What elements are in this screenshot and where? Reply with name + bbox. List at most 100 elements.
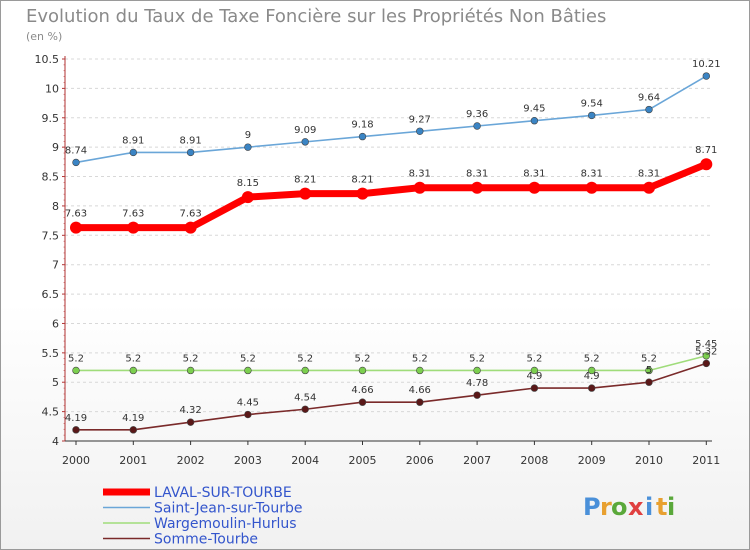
data-point bbox=[72, 366, 80, 375]
data-label: 8.31 bbox=[638, 169, 660, 180]
data-point bbox=[416, 398, 424, 406]
chart-title: Evolution du Taux de Taxe Foncière sur l… bbox=[26, 6, 606, 27]
data-point bbox=[241, 191, 254, 204]
data-point bbox=[587, 384, 596, 392]
data-label: 4.9 bbox=[584, 371, 600, 382]
data-label: 5.2 bbox=[183, 353, 199, 364]
data-label: 4.45 bbox=[237, 398, 259, 409]
data-point bbox=[413, 181, 426, 194]
data-label: 5.45 bbox=[695, 339, 717, 350]
data-label: 8.21 bbox=[351, 175, 373, 186]
data-point bbox=[700, 158, 713, 171]
data-label: 8.74 bbox=[65, 145, 87, 156]
data-point bbox=[585, 181, 598, 194]
data-point bbox=[358, 398, 367, 406]
data-point bbox=[587, 366, 596, 375]
data-point bbox=[530, 384, 539, 392]
data-point bbox=[184, 221, 197, 234]
x-tick-label: 2000 bbox=[62, 454, 90, 467]
logo-letter: i bbox=[645, 493, 653, 521]
y-tick-label: 4.5 bbox=[42, 406, 60, 419]
data-point bbox=[127, 221, 140, 234]
data-label: 9.36 bbox=[466, 109, 488, 120]
data-label: 5.2 bbox=[68, 353, 84, 364]
data-point bbox=[129, 148, 138, 157]
legend-label: Saint-Jean-sur-Tourbe bbox=[154, 501, 302, 517]
y-tick-label: 9 bbox=[52, 141, 59, 154]
data-point bbox=[702, 359, 710, 368]
data-point bbox=[301, 138, 309, 146]
x-tick-label: 2006 bbox=[406, 454, 434, 467]
y-tick-label: 4 bbox=[52, 435, 59, 448]
data-point bbox=[473, 366, 481, 375]
legend-label: Wargemoulin-Hurlus bbox=[154, 516, 297, 532]
data-label: 5.2 bbox=[584, 353, 600, 364]
y-tick-label: 10.5 bbox=[35, 53, 60, 66]
y-tick-label: 7 bbox=[52, 259, 59, 272]
data-label: 10.21 bbox=[692, 59, 721, 70]
series-line-saint-jean-sur-tourbe bbox=[75, 75, 708, 164]
data-label: 4.19 bbox=[122, 413, 144, 424]
data-label: 5 bbox=[646, 365, 652, 376]
data-label: 8.31 bbox=[466, 169, 488, 180]
data-point bbox=[702, 72, 710, 80]
x-tick-label: 2009 bbox=[578, 454, 606, 467]
y-tick-label: 9.5 bbox=[42, 112, 60, 125]
x-tick-label: 2010 bbox=[635, 454, 663, 467]
data-label: 4.54 bbox=[294, 392, 316, 403]
data-label: 4.19 bbox=[65, 413, 87, 424]
data-label: 9.45 bbox=[523, 104, 545, 115]
data-point bbox=[72, 158, 80, 167]
logo-letter: r bbox=[600, 493, 612, 521]
data-label: 5.2 bbox=[526, 353, 542, 364]
data-point bbox=[645, 378, 653, 386]
data-label: 5.2 bbox=[240, 353, 256, 364]
data-label: 8.31 bbox=[409, 169, 431, 180]
data-point bbox=[471, 181, 484, 194]
x-tick-label: 2002 bbox=[177, 454, 205, 467]
data-point bbox=[473, 391, 481, 399]
logo-letter: x bbox=[628, 493, 644, 521]
data-label: 5.2 bbox=[355, 353, 371, 364]
data-label: 8.71 bbox=[695, 145, 717, 156]
data-label: 8.91 bbox=[179, 135, 201, 146]
data-label: 7.63 bbox=[65, 209, 87, 220]
data-point bbox=[244, 410, 252, 419]
series-line-wargemoulin-hurlus bbox=[75, 354, 708, 372]
x-tick-label: 2001 bbox=[119, 454, 147, 467]
series-line-somme-tourbe bbox=[75, 362, 708, 431]
logo-letter: t bbox=[656, 493, 667, 521]
data-label: 9.18 bbox=[351, 120, 373, 131]
data-point bbox=[645, 366, 653, 375]
data-label: 4.9 bbox=[526, 371, 542, 382]
y-tick-label: 7.5 bbox=[42, 229, 60, 242]
data-label: 9.64 bbox=[638, 93, 660, 104]
data-point bbox=[528, 181, 541, 194]
data-point bbox=[301, 405, 309, 413]
data-point bbox=[358, 132, 367, 141]
data-point bbox=[72, 426, 80, 434]
data-label: 7.63 bbox=[122, 209, 144, 220]
data-label: 9.27 bbox=[409, 114, 431, 125]
data-label: 9.09 bbox=[294, 125, 316, 136]
series-lines bbox=[70, 72, 713, 434]
data-label: 5.2 bbox=[297, 353, 313, 364]
data-point bbox=[244, 143, 252, 151]
chart-subtitle: (en %) bbox=[26, 30, 62, 43]
data-point bbox=[358, 366, 367, 375]
data-label: 5.32 bbox=[695, 346, 717, 357]
data-point bbox=[416, 366, 424, 375]
x-tick-label: 2005 bbox=[349, 454, 377, 467]
data-point bbox=[473, 122, 481, 130]
x-tick-label: 2004 bbox=[291, 454, 319, 467]
y-tick-label: 6.5 bbox=[42, 288, 60, 301]
data-point bbox=[530, 117, 539, 125]
data-label: 8.91 bbox=[122, 135, 144, 146]
axes: 4 4.5 5 5.5 6 6.5 7 7.5 8 8.5 9 9.5 10 10.5 2000 2001 20… bbox=[35, 53, 721, 467]
logo-letter: o bbox=[611, 493, 628, 521]
data-label: 8.31 bbox=[581, 169, 603, 180]
x-tick-label: 2007 bbox=[463, 454, 491, 467]
